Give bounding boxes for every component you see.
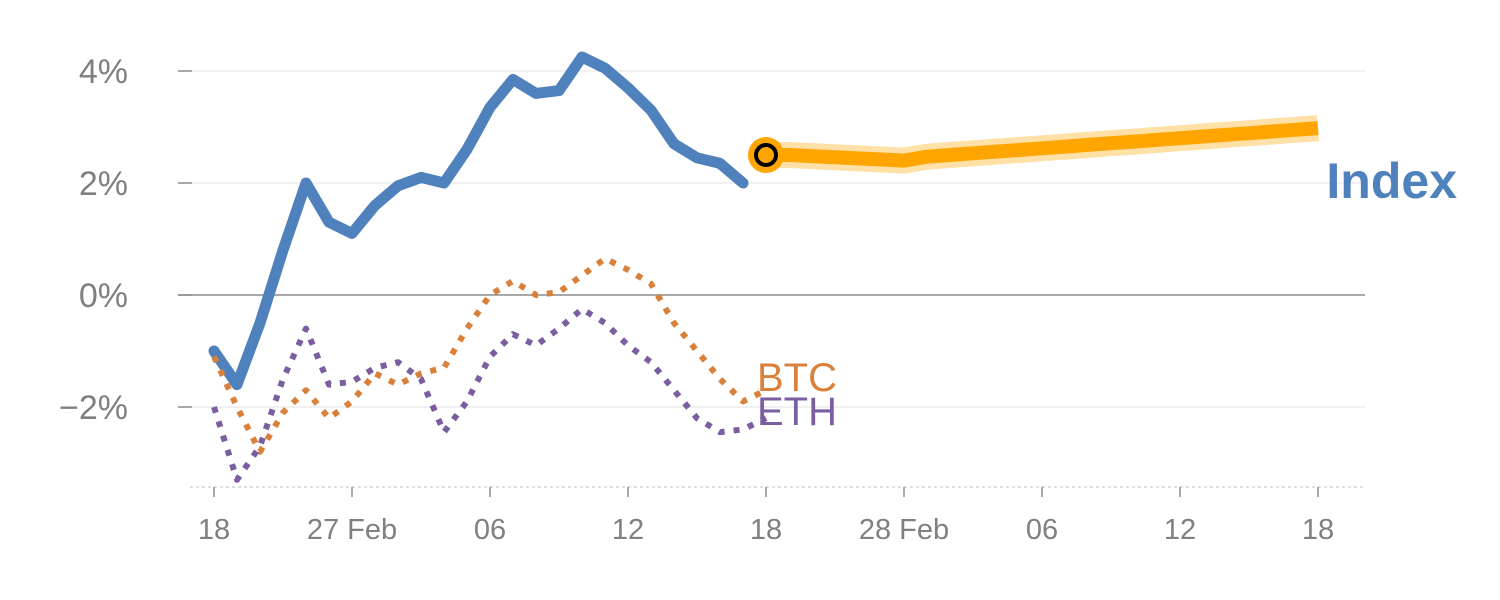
x-tick-label: 06 (474, 514, 506, 546)
series-lines (208, 51, 1319, 483)
x-tick-label: 28 Feb (859, 514, 949, 546)
y-tick-label: 2% (79, 165, 128, 203)
x-tick-label: 12 (612, 514, 644, 546)
x-tick-label: 18 (750, 514, 782, 546)
y-tick-label: −2% (59, 389, 128, 427)
btc-line (211, 255, 768, 455)
index-series-label: Index (1326, 153, 1457, 209)
grid-lines (178, 70, 1365, 488)
index-line (208, 51, 749, 391)
x-tick-label: 27 Feb (307, 514, 397, 546)
series-labels: Index BTC ETH (757, 153, 1457, 434)
y-axis-tick-labels: 4% 2% 0% −2% (59, 53, 128, 427)
x-axis-tick-labels: 18 27 Feb 06 12 18 28 Feb 06 12 18 (198, 487, 1334, 546)
y-tick-label: 4% (79, 53, 128, 91)
eth-line (211, 306, 768, 483)
x-tick-label: 18 (198, 514, 230, 546)
x-tick-label: 12 (1164, 514, 1196, 546)
current-point-marker (748, 137, 784, 173)
btc-series-label: BTC (757, 356, 837, 400)
eth-series-label: ETH (757, 390, 837, 434)
y-tick-label: 0% (79, 277, 128, 315)
x-tick-label: 18 (1302, 514, 1334, 546)
x-tick-label: 06 (1026, 514, 1058, 546)
forecast-line (766, 121, 1319, 168)
marker-dot (754, 143, 778, 167)
